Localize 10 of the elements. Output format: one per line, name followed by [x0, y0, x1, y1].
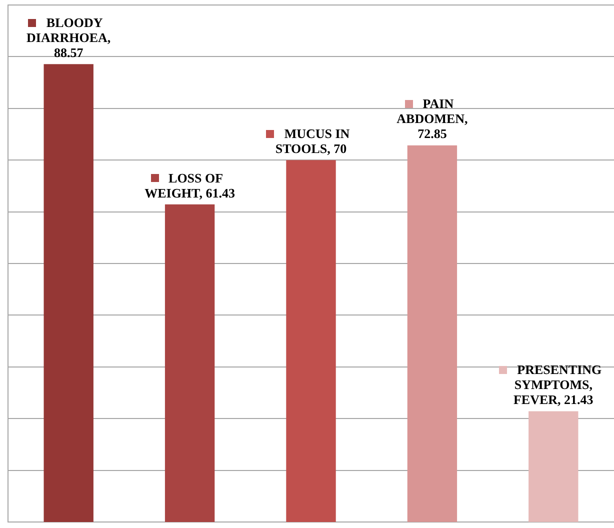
data-label: PRESENTING SYMPTOMS, FEVER, 21.43 [513, 362, 602, 408]
bar [44, 64, 94, 522]
data-label: BLOODY DIARRHOEA, 88.57 [26, 14, 111, 60]
bar [407, 145, 458, 522]
data-label: PAIN ABDOMEN, 72.85 [396, 96, 468, 142]
bar [286, 160, 336, 522]
bar [528, 411, 578, 522]
data-label: LOSS OF WEIGHT, 61.43 [144, 170, 236, 200]
bar [164, 204, 215, 522]
data-label: MUCUS IN STOOLS, 70 [275, 126, 350, 156]
